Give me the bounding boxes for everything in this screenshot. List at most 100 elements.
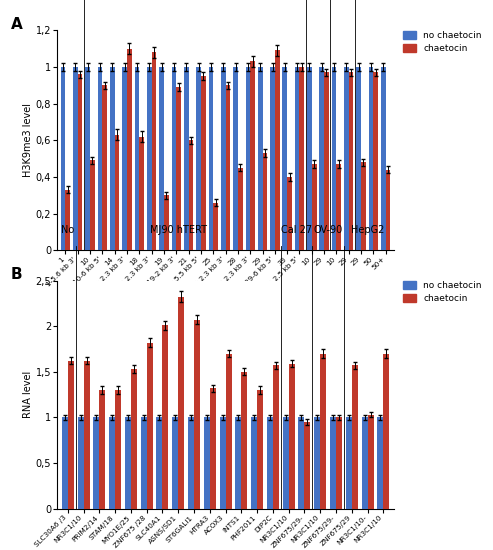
Text: No: No (61, 225, 74, 235)
Bar (115, 135, 119, 250)
Bar (282, 67, 287, 250)
Bar (270, 67, 275, 250)
Bar (287, 177, 292, 250)
Text: A: A (11, 17, 23, 32)
Bar (127, 48, 132, 250)
Bar (162, 325, 169, 509)
Bar (196, 67, 201, 250)
Bar (122, 67, 127, 250)
Bar (238, 168, 243, 250)
Bar (307, 67, 312, 250)
Y-axis label: RNA level: RNA level (23, 371, 33, 418)
Bar (188, 417, 194, 509)
Bar (344, 67, 349, 250)
Bar (77, 417, 83, 509)
Text: MJ90 hTERT: MJ90 hTERT (150, 225, 207, 235)
Bar (189, 140, 193, 250)
Bar (356, 67, 361, 250)
Bar (135, 67, 140, 250)
Bar (298, 417, 305, 509)
Bar (235, 417, 242, 509)
Text: OV-90: OV-90 (314, 225, 343, 235)
Bar (346, 417, 352, 509)
Text: B: B (11, 267, 23, 282)
Bar (332, 67, 336, 250)
Bar (98, 67, 103, 250)
Bar (61, 67, 65, 250)
Bar (289, 364, 295, 509)
Bar (194, 320, 200, 509)
Bar (90, 161, 95, 250)
Bar (204, 417, 210, 509)
Bar (184, 67, 189, 250)
Bar (295, 67, 300, 250)
Bar (210, 388, 216, 509)
Bar (146, 343, 153, 509)
Bar (99, 390, 106, 509)
Bar (250, 62, 255, 250)
Bar (219, 417, 226, 509)
Legend: no chaetocin, chaetocin: no chaetocin, chaetocin (402, 280, 483, 304)
Bar (384, 354, 389, 509)
Bar (109, 417, 115, 509)
Bar (263, 153, 267, 250)
Bar (324, 73, 329, 250)
Bar (115, 390, 121, 509)
Bar (369, 67, 374, 250)
Bar (381, 67, 386, 250)
Bar (275, 51, 280, 250)
Bar (386, 169, 390, 250)
Bar (330, 417, 336, 509)
Bar (242, 372, 247, 509)
Bar (131, 369, 137, 509)
Bar (246, 67, 250, 250)
Text: HepG2: HepG2 (351, 225, 384, 235)
Bar (349, 73, 353, 250)
Bar (85, 67, 90, 250)
Bar (337, 164, 341, 250)
Bar (267, 417, 273, 509)
Bar (314, 417, 320, 509)
Bar (226, 354, 232, 509)
Bar (312, 164, 317, 250)
Bar (282, 417, 289, 509)
Bar (300, 67, 304, 250)
Bar (273, 365, 279, 509)
Bar (156, 417, 162, 509)
Bar (213, 202, 218, 250)
Bar (377, 417, 384, 509)
Bar (93, 417, 99, 509)
Bar (141, 417, 146, 509)
Y-axis label: H3K9me3 level: H3K9me3 level (23, 103, 33, 177)
Bar (65, 190, 70, 250)
Bar (172, 67, 176, 250)
Bar (147, 67, 152, 250)
Bar (103, 85, 107, 250)
Bar (233, 67, 238, 250)
Bar (361, 162, 366, 250)
Bar (73, 67, 78, 250)
Bar (125, 417, 131, 509)
Text: Cal 27: Cal 27 (281, 225, 312, 235)
Bar (305, 422, 311, 509)
Bar (110, 67, 115, 250)
Bar (221, 67, 226, 250)
Bar (83, 361, 90, 509)
Bar (78, 74, 82, 250)
Bar (176, 87, 181, 250)
Bar (140, 136, 144, 250)
Bar (62, 417, 68, 509)
Bar (172, 417, 178, 509)
Bar (320, 354, 326, 509)
Bar (336, 417, 342, 509)
Bar (178, 297, 184, 509)
Bar (368, 415, 374, 509)
Bar (251, 417, 257, 509)
Bar (257, 390, 263, 509)
Bar (352, 365, 358, 509)
Bar (374, 73, 378, 250)
Bar (68, 361, 74, 509)
Bar (361, 417, 368, 509)
Legend: no chaetocin, chaetocin: no chaetocin, chaetocin (402, 30, 483, 54)
Bar (201, 76, 206, 250)
